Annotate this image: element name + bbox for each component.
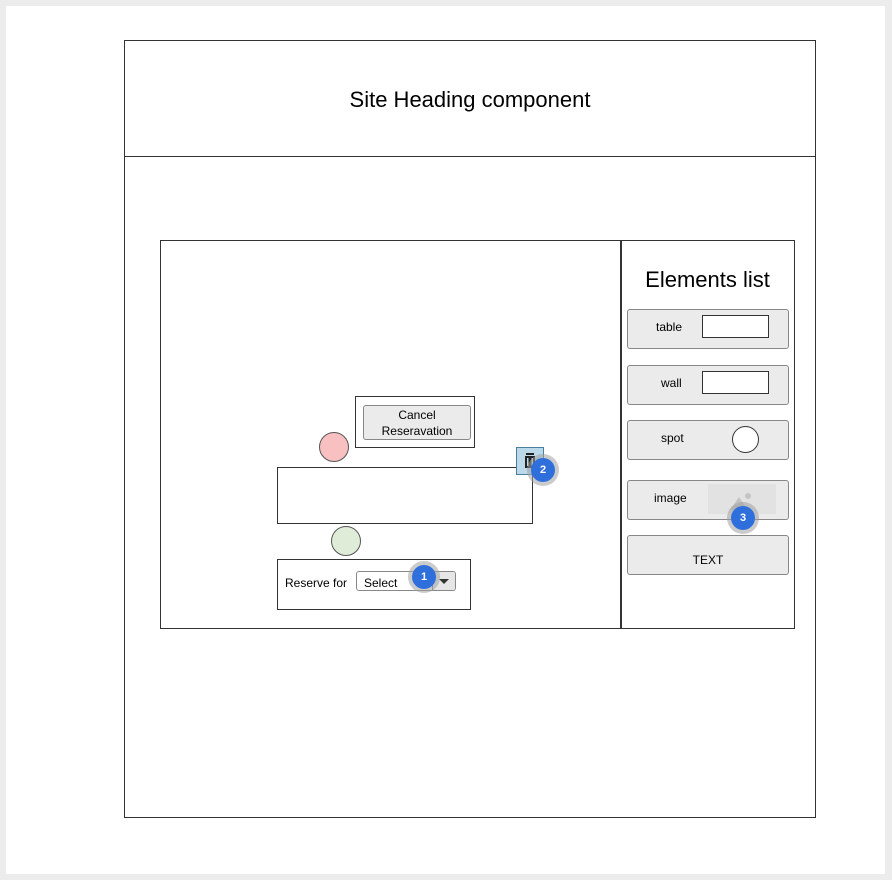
table-element[interactable] xyxy=(277,467,533,524)
table-preview-rect xyxy=(702,315,769,338)
reserve-popup: Reserve for Select xyxy=(277,559,471,610)
element-item-label: wall xyxy=(661,376,682,390)
element-item-label: image xyxy=(654,491,687,505)
cancel-reservation-popup: Cancel Reseravation xyxy=(355,396,475,448)
trash-icon xyxy=(525,453,535,468)
element-item-label: table xyxy=(656,320,683,334)
annotation-marker-2: 2 xyxy=(531,458,555,482)
element-item-spot[interactable]: spot xyxy=(627,420,789,460)
reserve-for-label: Reserve for xyxy=(285,576,348,590)
annotation-marker-3: 3 xyxy=(731,506,755,530)
element-item-label: TEXT xyxy=(692,553,724,567)
reserved-spot[interactable] xyxy=(319,432,349,462)
reserve-select[interactable]: Select xyxy=(356,571,456,591)
element-item-wall[interactable]: wall xyxy=(627,365,789,405)
available-spot[interactable] xyxy=(331,526,361,556)
reserve-select-value: Select xyxy=(364,576,398,590)
cancel-reservation-button[interactable]: Cancel Reseravation xyxy=(363,405,471,440)
site-heading: Site Heading component xyxy=(124,40,816,157)
element-item-label: spot xyxy=(661,431,684,445)
annotation-marker-1: 1 xyxy=(412,565,436,589)
site-heading-title: Site Heading component xyxy=(349,87,591,112)
spot-preview-circle xyxy=(732,426,759,453)
elements-list-title: Elements list xyxy=(645,267,770,292)
element-item-text[interactable]: TEXT xyxy=(627,535,789,575)
element-item-image[interactable]: image xyxy=(627,480,789,520)
floor-plan-canvas[interactable] xyxy=(160,240,622,629)
elements-list-panel: Elements list xyxy=(620,240,795,629)
wall-preview-rect xyxy=(702,371,769,394)
element-item-table[interactable]: table xyxy=(627,309,789,349)
